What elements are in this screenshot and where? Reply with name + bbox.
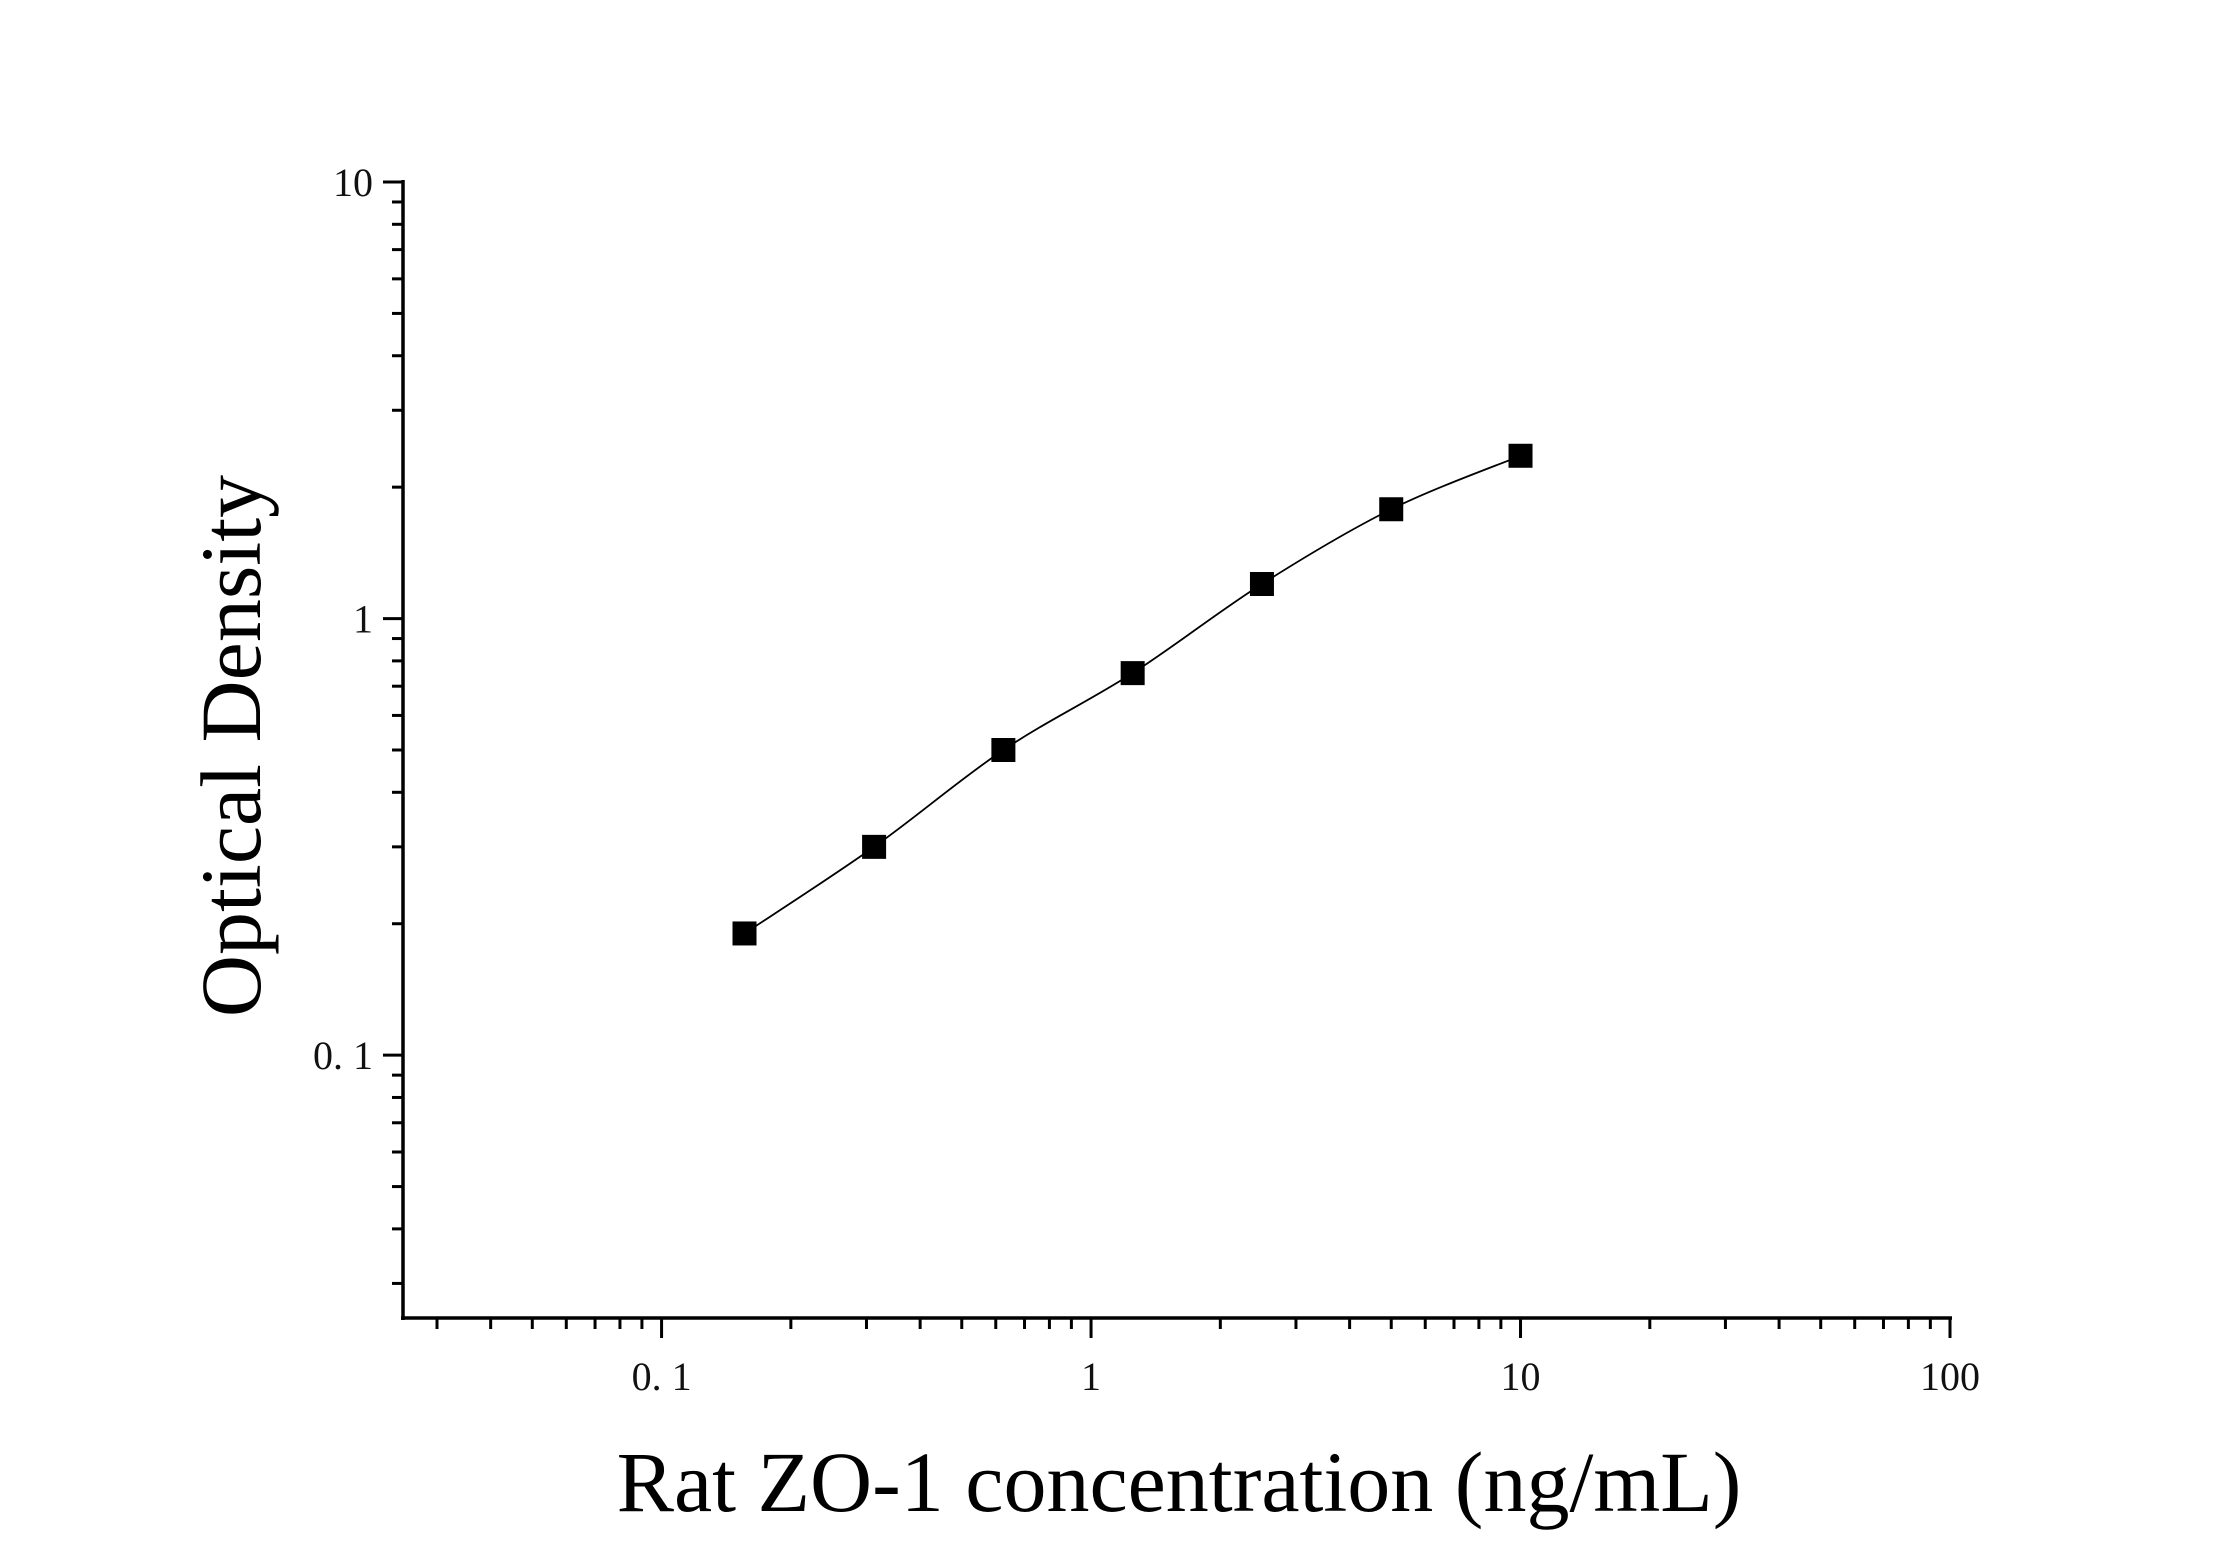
data-point: [862, 834, 887, 859]
data-point: [732, 921, 757, 946]
data-point: [1120, 661, 1145, 686]
data-markers: [732, 443, 1533, 946]
data-point: [991, 738, 1016, 762]
axis-ticks: [383, 180, 1952, 1338]
y-tick-label: 0. 1: [313, 1033, 373, 1078]
fit-curve: [744, 454, 1521, 935]
x-tick-label: 0. 1: [632, 1354, 692, 1399]
data-point: [1249, 572, 1274, 597]
y-axis-title: Optical Density: [183, 475, 279, 1017]
y-tick-label: 1: [353, 597, 373, 642]
x-tick-label: 100: [1920, 1354, 1980, 1399]
x-tick-label: 10: [1501, 1354, 1541, 1399]
y-tick-label: 10: [333, 160, 373, 205]
tick-labels: 0. 1 1 10 100 0. 1 1 10: [313, 160, 1980, 1399]
data-point: [1508, 443, 1533, 468]
data-point: [1379, 497, 1404, 522]
x-tick-label: 1: [1081, 1354, 1101, 1399]
x-axis-title: Rat ZO-1 concentration (ng/mL): [617, 1434, 1742, 1530]
axes: [401, 180, 1952, 1320]
